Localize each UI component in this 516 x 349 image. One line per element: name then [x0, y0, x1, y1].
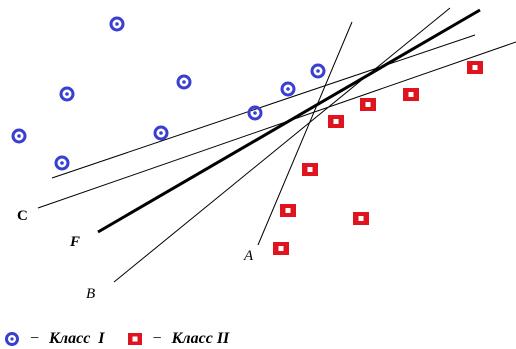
legend-label-class-ii: Класс II	[171, 330, 230, 347]
class-ii-point	[328, 115, 344, 128]
legend-dash: −	[152, 330, 162, 347]
legend: − Класс I − Класс II	[4, 329, 243, 349]
class-i-point	[247, 105, 263, 121]
class-ii-point	[403, 88, 419, 101]
class-ii-point	[467, 61, 483, 74]
line-f	[97, 8, 481, 234]
line-a	[257, 21, 353, 246]
square-marker-icon	[127, 333, 142, 345]
class-ii-point	[302, 163, 318, 176]
class-i-point	[153, 125, 169, 141]
label-c: C	[17, 208, 28, 224]
label-f: F	[69, 234, 80, 250]
legend-label-class-i: Класс I	[49, 330, 105, 347]
class-ii-points	[273, 61, 483, 255]
label-b: B	[86, 286, 95, 302]
line-c-lower	[37, 41, 516, 209]
class-ii-point	[273, 242, 289, 255]
class-ii-point	[360, 98, 376, 111]
class-i-point	[59, 86, 75, 102]
class-ii-point	[280, 204, 296, 217]
legend-dash: −	[30, 330, 40, 347]
class-i-point	[176, 74, 192, 90]
class-i-point	[54, 155, 70, 171]
line-c-upper	[51, 34, 476, 179]
class-i-points	[11, 16, 326, 171]
label-a: A	[243, 248, 254, 264]
class-i-point	[280, 81, 296, 97]
class-i-point	[109, 16, 125, 32]
legend-item-class-ii: − Класс II	[127, 330, 230, 348]
line-b	[113, 7, 451, 283]
legend-item-class-i: − Класс I	[4, 330, 105, 348]
circle-marker-icon	[5, 332, 19, 346]
class-i-point	[310, 63, 326, 79]
class-ii-point	[353, 212, 369, 225]
class-i-point	[11, 128, 27, 144]
